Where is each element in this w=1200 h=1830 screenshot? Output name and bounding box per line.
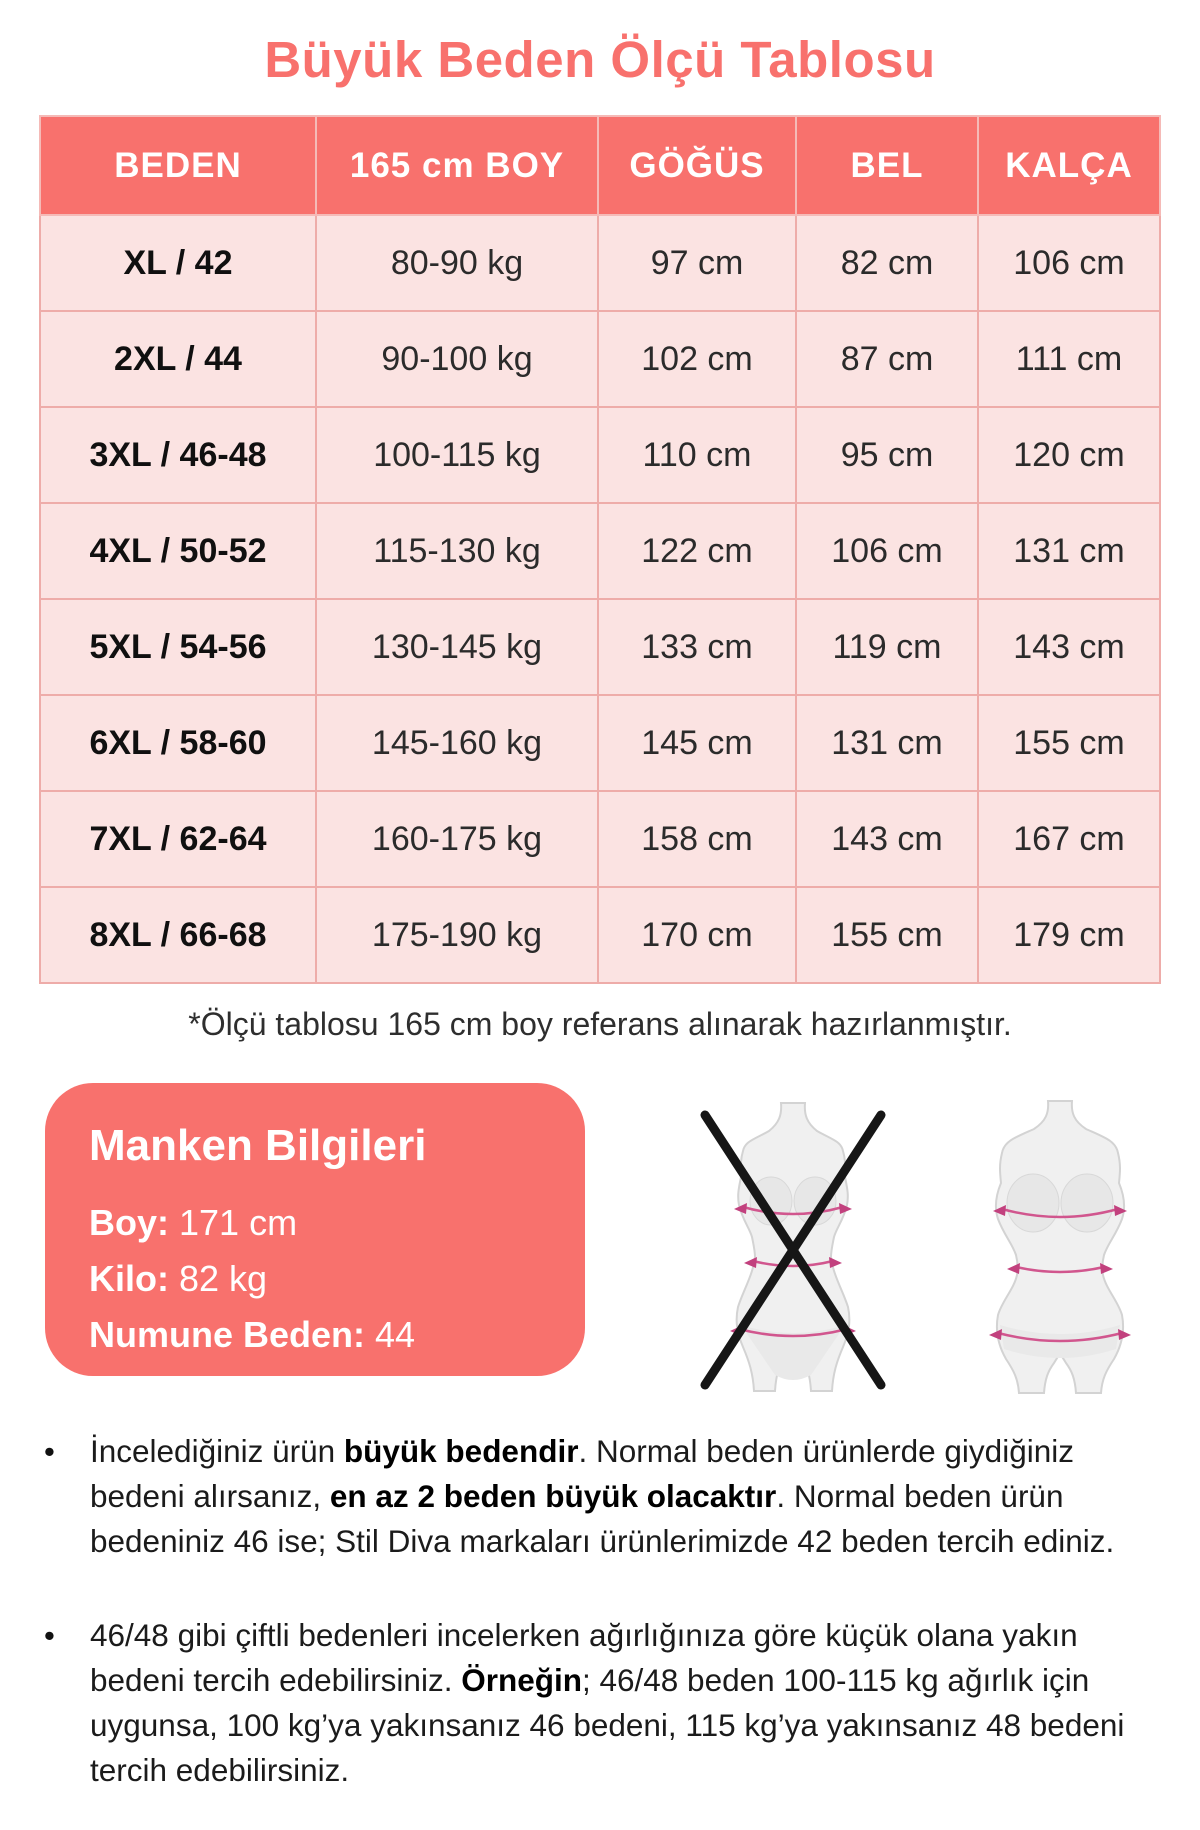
cell-gogus: 133 cm [597,598,797,696]
table-row: 4XL / 50-52 115-130 kg 122 cm 106 cm 131… [39,502,1161,600]
cell-beden: 2XL / 44 [39,310,317,408]
cross-x-icon [700,1110,886,1390]
table-row: 6XL / 58-60 145-160 kg 145 cm 131 cm 155… [39,694,1161,792]
cell-bel: 119 cm [795,598,979,696]
model-weight-line: Kilo: 82 kg [89,1251,555,1307]
header-cell-gogus: GÖĞÜS [597,115,797,216]
model-sample-size-label: Numune Beden: [89,1314,366,1355]
table-row: 7XL / 62-64 160-175 kg 158 cm 143 cm 167… [39,790,1161,888]
bullet-icon: • [44,1434,55,1469]
cell-boy: 175-190 kg [315,886,599,984]
cell-kalca: 143 cm [977,598,1161,696]
table-row: XL / 42 80-90 kg 97 cm 82 cm 106 cm [39,214,1161,312]
cell-kalca: 179 cm [977,886,1161,984]
cell-kalca: 131 cm [977,502,1161,600]
cell-gogus: 158 cm [597,790,797,888]
model-weight-value: 82 kg [179,1258,268,1299]
model-height-label: Boy: [89,1202,169,1243]
cell-boy: 115-130 kg [315,502,599,600]
cell-gogus: 102 cm [597,310,797,408]
cell-beden: 8XL / 66-68 [39,886,317,984]
slim-body-crossed-icon [700,1102,886,1392]
cell-kalca: 155 cm [977,694,1161,792]
model-sample-size-value: 44 [375,1314,416,1355]
model-height-line: Boy: 171 cm [89,1195,555,1251]
table-row: 5XL / 54-56 130-145 kg 133 cm 119 cm 143… [39,598,1161,696]
cell-boy: 80-90 kg [315,214,599,312]
cell-boy: 160-175 kg [315,790,599,888]
cell-beden: 7XL / 62-64 [39,790,317,888]
header-cell-beden: BEDEN [39,115,317,216]
cell-boy: 90-100 kg [315,310,599,408]
cell-beden: XL / 42 [39,214,317,312]
cell-beden: 4XL / 50-52 [39,502,317,600]
note-item-double-sizes: • 46/48 gibi çiftli bedenleri incelerken… [42,1613,1150,1793]
cell-bel: 131 cm [795,694,979,792]
cell-gogus: 122 cm [597,502,797,600]
cell-kalca: 106 cm [977,214,1161,312]
model-info-card: Manken Bilgileri Boy: 171 cm Kilo: 82 kg… [45,1083,585,1376]
cell-boy: 145-160 kg [315,694,599,792]
size-table-body: XL / 42 80-90 kg 97 cm 82 cm 106 cm 2XL … [39,214,1161,984]
size-guide-page: Büyük Beden Ölçü Tablosu BEDEN 165 cm BO… [0,30,1200,1830]
cell-kalca: 120 cm [977,406,1161,504]
page-title: Büyük Beden Ölçü Tablosu [264,31,936,88]
cell-bel: 143 cm [795,790,979,888]
size-table-header: BEDEN 165 cm BOY GÖĞÜS BEL KALÇA [39,115,1161,216]
table-row: 2XL / 44 90-100 kg 102 cm 87 cm 111 cm [39,310,1161,408]
model-info-section: Manken Bilgileri Boy: 171 cm Kilo: 82 kg… [45,1083,1200,1394]
cell-bel: 95 cm [795,406,979,504]
header-cell-boy: 165 cm BOY [315,115,599,216]
note-item-sizing: • İncelediğiniz ürün büyük bedendir. Nor… [42,1429,1150,1564]
table-row: 3XL / 46-48 100-115 kg 110 cm 95 cm 120 … [39,406,1161,504]
cell-bel: 82 cm [795,214,979,312]
header-row: BEDEN 165 cm BOY GÖĞÜS BEL KALÇA [39,115,1161,216]
size-table: BEDEN 165 cm BOY GÖĞÜS BEL KALÇA XL / 42… [39,115,1161,984]
cell-beden: 5XL / 54-56 [39,598,317,696]
cell-boy: 130-145 kg [315,598,599,696]
cell-bel: 106 cm [795,502,979,600]
cell-gogus: 97 cm [597,214,797,312]
model-sample-size-line: Numune Beden: 44 [89,1307,555,1363]
header-cell-kalca: KALÇA [977,115,1161,216]
cell-gogus: 110 cm [597,406,797,504]
cell-beden: 3XL / 46-48 [39,406,317,504]
cell-kalca: 111 cm [977,310,1161,408]
notes-list: • İncelediğiniz ürün büyük bedendir. Nor… [42,1429,1150,1793]
model-height-value: 171 cm [179,1202,298,1243]
bullet-icon: • [44,1618,55,1653]
footnote-text: *Ölçü tablosu 165 cm boy referans alınar… [188,1006,1012,1042]
cell-kalca: 167 cm [977,790,1161,888]
cell-bel: 155 cm [795,886,979,984]
cell-gogus: 170 cm [597,886,797,984]
cell-beden: 6XL / 58-60 [39,694,317,792]
measurement-figures [657,1097,1157,1399]
table-row: 8XL / 66-68 175-190 kg 170 cm 155 cm 179… [39,886,1161,984]
header-cell-bel: BEL [795,115,979,216]
model-info-title: Manken Bilgileri [89,1121,427,1170]
plus-body-icon [989,1100,1131,1394]
cell-gogus: 145 cm [597,694,797,792]
cell-bel: 87 cm [795,310,979,408]
note-text: İncelediğiniz ürün büyük bedendir. Norma… [90,1433,1115,1559]
note-text: 46/48 gibi çiftli bedenleri incelerken a… [90,1617,1125,1788]
model-weight-label: Kilo: [89,1258,169,1299]
cell-boy: 100-115 kg [315,406,599,504]
